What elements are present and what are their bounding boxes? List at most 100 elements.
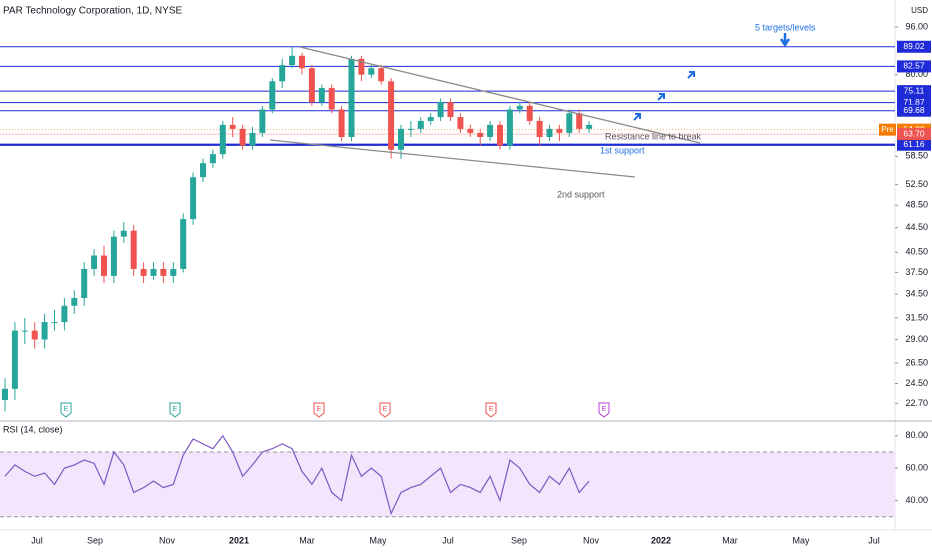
candle-body: [447, 102, 454, 118]
y-tick-label: 80.00: [905, 69, 928, 79]
rsi-title: RSI (14, close): [3, 424, 63, 434]
y-tick-label: 26.50: [905, 357, 928, 367]
y-tick-label: 58.50: [905, 151, 928, 161]
arrow-down: [779, 33, 791, 48]
candle-body: [368, 68, 375, 75]
earnings-marker: [485, 402, 497, 418]
x-tick-label: Mar: [299, 535, 315, 545]
candle-body: [546, 128, 553, 138]
level-label: 69.68: [903, 105, 925, 115]
candle-body: [308, 68, 315, 103]
candle-body: [180, 219, 187, 269]
x-tick-label: Jul: [442, 535, 454, 545]
candle-body: [219, 124, 226, 155]
x-tick-label: Sep: [87, 535, 103, 545]
arrow-up: [687, 71, 695, 79]
level-label: 89.02: [903, 41, 925, 51]
candle-body: [71, 297, 78, 306]
currency: USD: [911, 6, 928, 15]
candle-body: [21, 330, 28, 332]
x-tick-label: May: [792, 535, 810, 545]
candle-body: [348, 58, 355, 138]
level-box: [897, 60, 931, 73]
level-box: [897, 85, 931, 98]
earnings-label: E: [317, 406, 322, 413]
earnings-label: E: [489, 406, 494, 413]
earnings-label: E: [602, 406, 607, 413]
earnings-marker: [169, 402, 181, 418]
candle-body: [318, 88, 325, 103]
candle-body: [140, 268, 147, 276]
candle-body: [81, 268, 88, 298]
candle-body: [279, 65, 286, 82]
candle-body: [437, 102, 444, 118]
candle-body: [239, 128, 246, 146]
y-tick-label: 24.50: [905, 378, 928, 388]
annotation: Resistance line to break: [605, 131, 702, 141]
candle-body: [467, 128, 474, 133]
premarket-tag-label: Pre: [881, 125, 894, 134]
x-tick-label: Jul: [31, 535, 43, 545]
candle-body: [477, 132, 484, 138]
x-tick-label: Sep: [511, 535, 527, 545]
candle-body: [11, 330, 18, 389]
candle-body: [299, 55, 305, 69]
y-tick-label: 37.50: [905, 267, 928, 277]
candle-body: [150, 268, 157, 276]
level-box: [897, 40, 931, 53]
candle-body: [338, 109, 345, 138]
candle-body: [209, 154, 216, 164]
y-tick-label: 22.70: [905, 398, 928, 408]
candle-body: [91, 255, 98, 269]
candle-body: [417, 120, 424, 129]
y-tick-label: 52.50: [905, 179, 928, 189]
candle-body: [586, 124, 593, 129]
x-tick-label: Nov: [583, 535, 600, 545]
annotation: 2nd support: [557, 189, 605, 199]
rsi-line: [4, 434, 590, 516]
y-tick-label: 34.50: [905, 289, 928, 299]
candle-body: [51, 322, 58, 324]
earnings-marker: [60, 402, 72, 418]
candle-body: [101, 255, 107, 276]
candle-body: [388, 81, 395, 150]
x-tick-label: Nov: [159, 535, 176, 545]
support-trendline: [269, 139, 636, 178]
candle-body: [160, 268, 167, 276]
earnings-marker: [379, 402, 391, 418]
candle-body: [506, 109, 513, 146]
candle-body: [120, 230, 127, 237]
last-price-box: [897, 128, 931, 141]
candle-body: [2, 388, 8, 400]
candle-body: [328, 88, 335, 110]
candle-body: [526, 105, 533, 121]
candle-body: [200, 163, 206, 178]
chart-title: PAR Technology Corporation, 1D, NYSE: [3, 6, 182, 17]
level-label: 61.16: [903, 139, 925, 149]
candle-body: [229, 124, 236, 129]
level-box: [897, 104, 931, 117]
level-label: 75.11: [904, 85, 925, 95]
candle-body: [110, 236, 117, 276]
candle-body: [536, 120, 543, 138]
y-tick-label: 48.50: [905, 200, 928, 210]
candle-body: [269, 81, 276, 110]
candle-body: [378, 68, 385, 82]
earnings-label: E: [64, 406, 69, 413]
level-label: 82.57: [903, 61, 925, 71]
candle-body: [398, 128, 404, 150]
premarket-tag: [879, 123, 896, 136]
y-tick-label: 96.00: [905, 21, 928, 31]
candle-body: [289, 55, 296, 66]
earnings-label: E: [383, 406, 388, 413]
x-tick-label: Jul: [868, 535, 880, 545]
candle-body: [170, 268, 177, 276]
resistance-trendline: [299, 46, 701, 144]
x-tick-label: May: [369, 535, 387, 545]
earnings-marker: [313, 402, 325, 418]
candle-body: [249, 132, 256, 146]
x-tick-label: Mar: [722, 535, 738, 545]
annotation: 5 targets/levels: [755, 22, 816, 32]
